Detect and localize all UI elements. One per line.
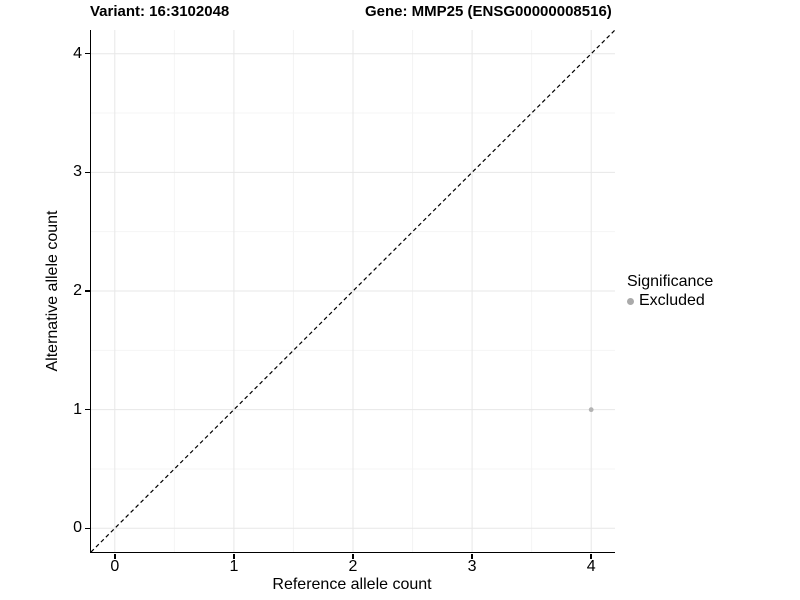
y-tick-mark (84, 527, 90, 530)
plot-area (91, 30, 615, 552)
x-tick-label: 0 (110, 558, 120, 575)
plot-panel (90, 30, 615, 553)
legend-item-label: Excluded (639, 292, 705, 309)
y-tick-label: 4 (73, 44, 82, 62)
x-tick-mark (233, 553, 235, 559)
x-tick-label: 4 (586, 558, 596, 575)
x-tick-label: 1 (229, 558, 239, 575)
legend: Significance Excluded (627, 272, 713, 310)
x-tick-mark (471, 553, 473, 559)
y-tick-mark (84, 408, 90, 411)
y-tick-mark (84, 290, 90, 292)
legend-title: Significance (627, 273, 714, 290)
x-tick-mark (114, 553, 116, 559)
legend-item: Excluded (627, 292, 713, 310)
y-tick-label: 1 (73, 400, 82, 418)
y-tick-label: 3 (73, 163, 82, 181)
identity-line (91, 30, 615, 552)
y-tick-mark (84, 52, 90, 55)
variant-title: Variant: 16:3102048 (90, 3, 230, 20)
y-tick-label: 0 (73, 519, 82, 537)
y-tick-label: 2 (73, 282, 82, 299)
legend-point-icon (627, 297, 634, 305)
x-tick-mark (352, 553, 354, 559)
data-point (588, 407, 594, 413)
y-axis-title: Alternative allele count (44, 210, 61, 372)
y-tick-mark (84, 171, 90, 174)
x-axis-title: Reference allele count (272, 576, 432, 593)
x-tick-label: 2 (348, 558, 358, 575)
x-tick-label: 3 (467, 558, 477, 575)
x-tick-mark (590, 553, 592, 559)
gene-title: Gene: MMP25 (ENSG00000008516) (365, 3, 612, 20)
